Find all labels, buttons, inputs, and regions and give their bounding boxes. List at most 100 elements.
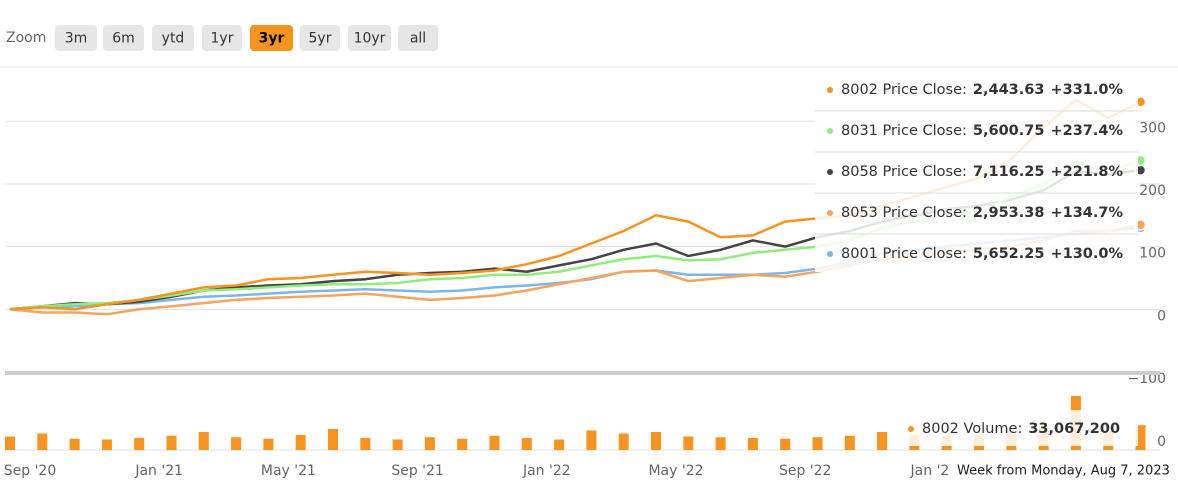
tooltip-row: 8002 Price Close: 2,443.63 +331.0% xyxy=(841,82,1123,98)
zoom-button-bg xyxy=(300,25,340,51)
volume-bar xyxy=(683,436,694,450)
volume-bar xyxy=(780,438,791,450)
x-tick-label: May '22 xyxy=(648,463,703,479)
volume-bar xyxy=(812,437,823,450)
tooltip-dot xyxy=(908,426,914,432)
zoom-button-bg xyxy=(103,25,144,51)
tooltip-row: 8031 Price Close: 5,600.75 +237.4% xyxy=(841,123,1123,139)
tooltip-value: 7,116.25 xyxy=(973,164,1045,180)
volume-bar xyxy=(521,438,532,450)
y-tick-label: 200 xyxy=(1139,183,1166,199)
volume-bar xyxy=(747,438,758,450)
series-name: 8053 Price Close: xyxy=(841,205,967,221)
tooltip-bg xyxy=(815,70,1138,272)
zoom-button-label: all xyxy=(410,31,426,47)
zoom-button-bg xyxy=(55,25,97,51)
volume-bar xyxy=(231,437,242,450)
volume-plot: 0 Sep '20 Jan '21 May '21 Sep '21 Jan '22 May … xyxy=(4,396,1166,479)
volume-bar xyxy=(554,439,565,450)
tooltip-dot xyxy=(827,251,833,257)
zoom-button-label: 5yr xyxy=(309,31,332,47)
zoom-button-bg xyxy=(348,25,391,51)
tooltip-change: +130.0% xyxy=(1050,246,1123,262)
volume-bar xyxy=(392,439,403,450)
tooltip-dot xyxy=(827,169,833,175)
zoom-button-label: 6m xyxy=(112,31,135,47)
week-label: Week from Monday, Aug 7, 2023 xyxy=(957,464,1170,479)
volume-bar xyxy=(586,430,597,450)
volume-bar xyxy=(198,432,209,450)
y-tick-label: 300 xyxy=(1139,120,1166,136)
zoom-button[interactable]: 6m xyxy=(103,25,144,51)
zoom-button-label: 1yr xyxy=(211,31,234,47)
zoom-button-label: 10yr xyxy=(354,31,386,47)
volume-bar xyxy=(618,433,629,450)
series-name: 8058 Price Close: xyxy=(841,164,967,180)
zoom-button[interactable]: 3yr xyxy=(250,25,293,51)
volume-bar xyxy=(651,432,661,450)
zoom-button-bg xyxy=(152,25,194,51)
zoom-button[interactable]: 1yr xyxy=(202,25,242,51)
tooltip-change: +134.7% xyxy=(1050,205,1123,221)
volume-bar xyxy=(69,438,80,450)
x-tick-label: Sep '20 xyxy=(4,463,57,479)
x-tick-label: Jan '22 xyxy=(522,463,571,479)
zoom-button[interactable]: 3m xyxy=(55,25,97,51)
zoom-button-bg xyxy=(398,25,438,51)
tooltip-row: 8053 Price Close: 2,953.38 +134.7% xyxy=(841,205,1123,221)
x-tick-label: Sep '21 xyxy=(391,463,444,479)
volume-bar xyxy=(457,438,468,450)
zoom-button-bg xyxy=(250,25,293,51)
zoom-button-label: 3yr xyxy=(259,31,285,47)
volume-bar xyxy=(715,437,726,450)
volume-bar xyxy=(134,438,145,450)
zoom-button[interactable]: 10yr xyxy=(348,25,391,51)
tooltip-value: 33,067,200 xyxy=(1028,421,1120,437)
volume-tooltip-bg xyxy=(896,410,1138,446)
volume-bar xyxy=(37,433,48,450)
tooltip-change: +331.0% xyxy=(1050,82,1123,98)
y-tick-label: 0 xyxy=(1157,434,1166,450)
volume-bar xyxy=(166,435,177,450)
volume-bar xyxy=(5,436,15,450)
tooltip-row: 8058 Price Close: 7,116.25 +221.8% xyxy=(841,164,1123,180)
tooltip-dot xyxy=(827,210,833,216)
tooltip-value: 5,600.75 xyxy=(973,123,1045,139)
zoom-buttons: 3m 6m ytd 1yr 3yr 5yr 10yr all xyxy=(55,25,438,51)
navigator-separator xyxy=(5,371,1160,375)
volume-bar xyxy=(877,432,888,450)
series-name: 8002 Volume: xyxy=(922,421,1022,437)
footer-bg xyxy=(950,458,1178,484)
x-tick-label: Jan '21 xyxy=(134,463,183,479)
zoom-button-label: 3m xyxy=(65,31,88,47)
x-tick-label: May '21 xyxy=(261,463,316,479)
volume-bar xyxy=(101,439,112,450)
volume-bar xyxy=(360,438,371,450)
volume-bar xyxy=(328,429,338,450)
tooltip-value: 2,443.63 xyxy=(973,82,1045,98)
tooltip-change: +237.4% xyxy=(1050,123,1123,139)
series-name: 8031 Price Close: xyxy=(841,123,967,139)
zoom-button-bg xyxy=(202,25,242,51)
x-tick-label: Jan '23 xyxy=(910,463,959,479)
y-tick-label: 100 xyxy=(1139,246,1166,262)
x-tick-label: Sep '22 xyxy=(779,463,832,479)
volume-bar xyxy=(489,435,500,450)
volume-bar xyxy=(844,435,855,450)
tooltip-row: 8002 Volume: 33,067,200 xyxy=(922,421,1120,437)
zoom-button[interactable]: ytd xyxy=(152,25,194,51)
tooltip-value: 5,652.25 xyxy=(973,246,1045,262)
zoom-button[interactable]: all xyxy=(398,25,438,51)
tooltip-change: +221.8% xyxy=(1050,164,1123,180)
y-tick-label: 0 xyxy=(1157,308,1166,324)
volume-bar xyxy=(424,437,435,450)
zoom-button-label: ytd xyxy=(162,31,185,47)
series-name: 8002 Price Close: xyxy=(841,82,967,98)
volume-bar xyxy=(295,435,306,450)
volume-bar xyxy=(1135,425,1146,450)
zoom-button[interactable]: 5yr xyxy=(300,25,340,51)
tooltip-dot xyxy=(827,87,833,93)
tooltip-dot xyxy=(827,128,833,134)
tooltip: 8002 Price Close: 2,443.63 +331.0% 8031 Pri… xyxy=(815,70,1178,484)
